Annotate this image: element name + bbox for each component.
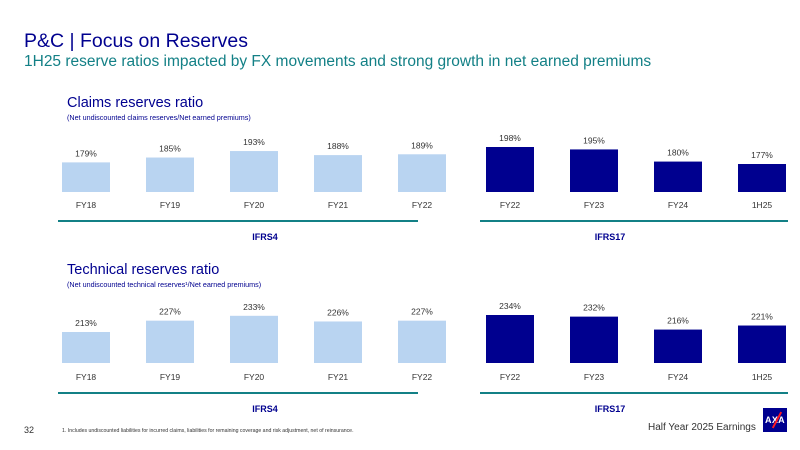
data-label: 195% <box>583 135 605 145</box>
claims-section-title: Claims reserves ratio <box>67 95 204 111</box>
category-label: FY21 <box>328 372 349 382</box>
bar-claims-7 <box>654 161 702 192</box>
data-label: 216% <box>667 316 689 326</box>
data-label: 233% <box>243 302 265 312</box>
bar-claims-5 <box>486 147 534 192</box>
data-label: 185% <box>159 144 181 154</box>
category-label: FY24 <box>668 200 689 210</box>
axa-logo: AXA <box>763 408 787 432</box>
technical-section-title: Technical reserves ratio <box>67 262 220 278</box>
data-label: 198% <box>499 133 521 143</box>
bar-claims-2 <box>230 151 278 192</box>
bar-claims-6 <box>570 149 618 192</box>
data-label: 221% <box>751 312 773 322</box>
bar-technical-0 <box>62 332 110 363</box>
bar-technical-4 <box>398 320 446 363</box>
category-label: FY20 <box>244 200 265 210</box>
category-label: FY18 <box>76 200 97 210</box>
data-label: 177% <box>751 150 773 160</box>
data-label: 226% <box>327 307 349 317</box>
bar-technical-2 <box>230 315 278 363</box>
page-number: 32 <box>24 425 35 435</box>
data-label: 227% <box>159 307 181 317</box>
group-label-ifrs4: IFRS4 <box>252 232 278 242</box>
data-label: 180% <box>667 148 689 158</box>
category-label: FY19 <box>160 200 181 210</box>
bar-technical-1 <box>146 320 194 363</box>
bar-technical-8 <box>738 325 786 363</box>
bar-claims-1 <box>146 157 194 192</box>
category-label: FY22 <box>500 200 521 210</box>
bar-claims-8 <box>738 164 786 192</box>
category-label: FY22 <box>412 372 433 382</box>
page-subtitle: 1H25 reserve ratios impacted by FX movem… <box>24 53 652 70</box>
data-label: 179% <box>75 148 97 158</box>
category-label: FY22 <box>412 200 433 210</box>
data-label: 213% <box>75 318 97 328</box>
bar-claims-3 <box>314 155 362 192</box>
bar-technical-7 <box>654 329 702 363</box>
data-label: 189% <box>411 140 433 150</box>
category-label: FY23 <box>584 372 605 382</box>
category-label: FY23 <box>584 200 605 210</box>
technical-section-subtitle: (Net undiscounted technical reserves¹/Ne… <box>67 280 262 289</box>
data-label: 234% <box>499 301 521 311</box>
category-label: FY22 <box>500 372 521 382</box>
data-label: 232% <box>583 303 605 313</box>
category-label: 1H25 <box>752 200 773 210</box>
group-label-ifrs17: IFRS17 <box>595 232 626 242</box>
claims-section-subtitle: (Net undiscounted claims reserves/Net ea… <box>67 113 251 122</box>
footnote: 1. Includes undiscounted liabilities for… <box>62 428 354 434</box>
bar-technical-6 <box>570 316 618 363</box>
bar-technical-3 <box>314 321 362 363</box>
bar-claims-0 <box>62 162 110 192</box>
bar-technical-5 <box>486 315 534 363</box>
group-label-ifrs4: IFRS4 <box>252 404 278 414</box>
category-label: FY19 <box>160 372 181 382</box>
page-title: P&C | Focus on Reserves <box>24 30 248 52</box>
group-label-ifrs17: IFRS17 <box>595 404 626 414</box>
footer-label: Half Year 2025 Earnings <box>648 422 756 433</box>
data-label: 227% <box>411 307 433 317</box>
category-label: FY24 <box>668 372 689 382</box>
bar-claims-4 <box>398 154 446 192</box>
data-label: 193% <box>243 137 265 147</box>
category-label: FY18 <box>76 372 97 382</box>
category-label: FY20 <box>244 372 265 382</box>
data-label: 188% <box>327 141 349 151</box>
category-label: FY21 <box>328 200 349 210</box>
category-label: 1H25 <box>752 372 773 382</box>
